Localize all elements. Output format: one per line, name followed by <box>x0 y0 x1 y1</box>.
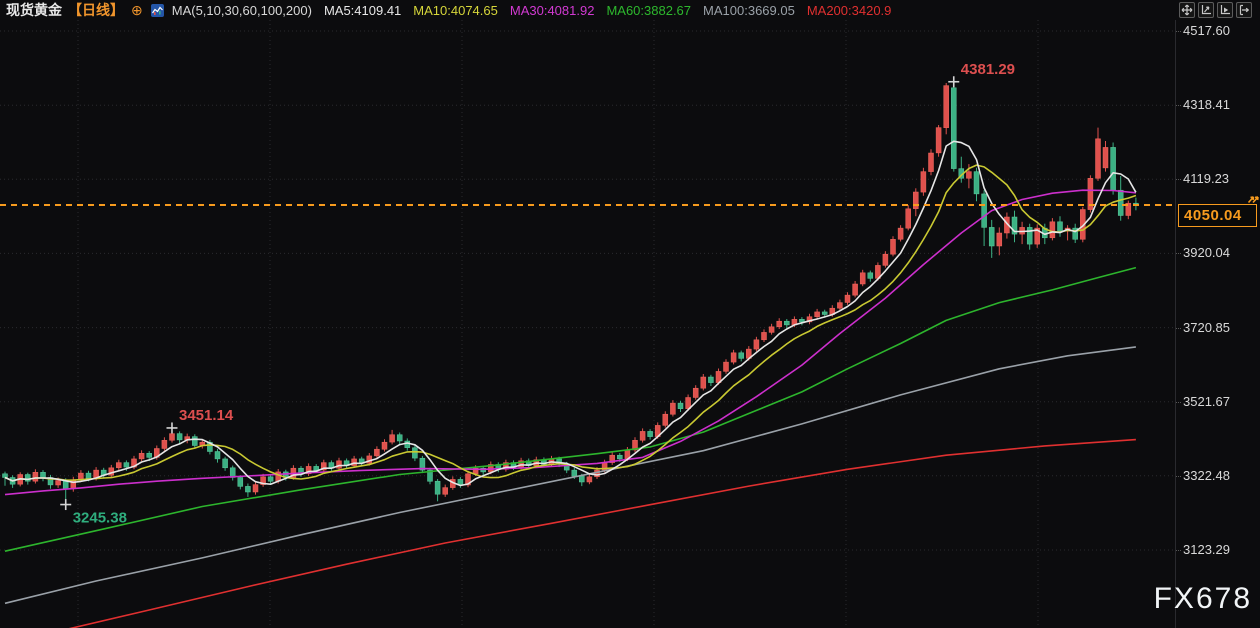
price-alert-icon[interactable] <box>1247 193 1260 204</box>
chart-area[interactable]: 3245.38 3451.14 4381.29 4050.04 4517.60 431… <box>0 20 1260 628</box>
price-annotation: 3245.38 <box>73 510 127 527</box>
add-indicator-icon[interactable]: ⊕ <box>131 2 143 18</box>
current-price-value: 4050.04 <box>1184 207 1242 224</box>
chart-toolbar <box>1179 2 1254 18</box>
current-price-label: 4050.04 <box>1178 204 1257 227</box>
y-axis-tick: 3920.04 <box>1176 245 1230 260</box>
kline-chart-icon[interactable] <box>150 3 164 17</box>
y-axis-tick: 3123.29 <box>1176 542 1230 557</box>
y-axis-tick: 4318.41 <box>1176 97 1230 112</box>
ma-value-ma10: MA10:4074.65 <box>413 2 498 18</box>
ma-value-ma60: MA60:3882.67 <box>606 2 692 18</box>
ma-value-ma100: MA100:3669.05 <box>703 2 795 18</box>
crosshair-pan-button[interactable] <box>1179 2 1195 18</box>
y-axis-tick: 4119.23 <box>1175 171 1230 186</box>
y-axis-tick: 3322.48 <box>1176 468 1230 483</box>
symbol-name: 现货黄金 <box>6 2 62 18</box>
y-axis-tick: 3521.67 <box>1176 394 1230 409</box>
ma-value-ma30: MA30:4081.92 <box>509 2 595 18</box>
jump-to-latest-button[interactable] <box>1236 2 1252 18</box>
candlestick-plot[interactable]: 3245.38 3451.14 4381.29 <box>0 20 1175 628</box>
ma-value-ma5: MA5:4109.41 <box>323 2 402 18</box>
scale-x-axis-icon <box>1220 5 1230 15</box>
ma-legend: MA5:4109.41 MA10:4074.65 MA30:4081.92 MA60:… <box>312 3 891 18</box>
watermark: FX678 <box>1153 582 1252 615</box>
ma-value-ma200: MA200:3420.9 <box>806 2 892 18</box>
auto-scale-y-button[interactable] <box>1198 2 1214 18</box>
scale-y-axis-icon <box>1201 5 1211 15</box>
price-axis[interactable]: 4050.04 4517.60 4318.41 4119.23 3920.04 3720… <box>1175 20 1260 628</box>
scale-x-axis-button[interactable] <box>1217 2 1233 18</box>
shift-right-icon <box>1239 4 1249 16</box>
timeframe-label[interactable]: 【日线】 <box>68 2 124 18</box>
price-annotation: 3451.14 <box>179 407 234 424</box>
ma-settings-label: MA(5,10,30,60,100,200) <box>171 2 312 18</box>
pan-icon <box>1181 4 1193 16</box>
chart-header: 现货黄金 【日线】 ⊕ MA(5,10,30,60,100,200) MA5:4… <box>0 0 1260 20</box>
price-annotation: 4381.29 <box>961 61 1015 78</box>
y-axis-tick: 3720.85 <box>1176 320 1230 335</box>
y-axis-tick: 4517.60 <box>1176 23 1230 38</box>
